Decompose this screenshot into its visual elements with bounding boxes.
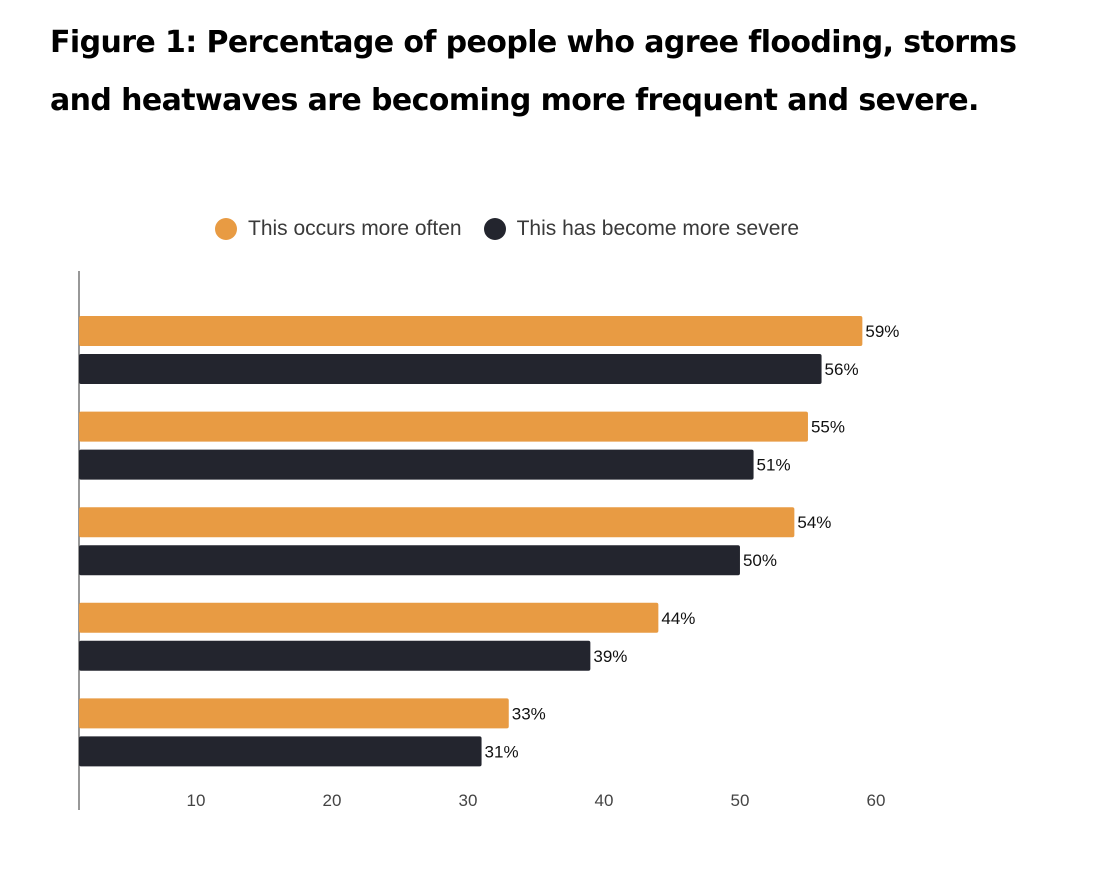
legend-swatch-orange-icon bbox=[215, 218, 237, 240]
data-label-series1-group1: 51% bbox=[757, 456, 791, 475]
legend-swatch-dark-icon bbox=[483, 218, 506, 240]
x-tick-label-30: 30 bbox=[458, 791, 477, 810]
legend-label-more-severe: This has become more severe bbox=[516, 217, 800, 240]
bar-series0-group2 bbox=[79, 507, 795, 538]
x-tick-label-10: 10 bbox=[186, 791, 205, 810]
data-label-series1-group2: 50% bbox=[743, 551, 777, 570]
bar-series0-group0 bbox=[79, 316, 863, 346]
data-label-series0-group0: 59% bbox=[865, 322, 899, 341]
chart-title: Figure 1: Percentage of people who agree… bbox=[50, 25, 1017, 118]
x-tick-label-50: 50 bbox=[730, 791, 749, 810]
bar-series0-group1 bbox=[79, 411, 808, 442]
data-label-series0-group3: 44% bbox=[661, 609, 695, 628]
legend-label-occurs-more-often: This occurs more often bbox=[248, 217, 462, 240]
data-label-series1-group3: 39% bbox=[593, 647, 627, 666]
legend-item-more-severe: This has become more severe bbox=[483, 217, 800, 241]
bar-series1-group0 bbox=[79, 354, 822, 384]
bar-series1-group2 bbox=[79, 545, 740, 576]
x-tick-label-20: 20 bbox=[322, 791, 341, 810]
data-label-series0-group2: 54% bbox=[797, 513, 831, 532]
bar-series1-group4 bbox=[79, 736, 482, 767]
bar-series0-group3 bbox=[79, 602, 659, 633]
data-label-series1-group4: 31% bbox=[485, 742, 519, 761]
data-label-series1-group0: 56% bbox=[825, 360, 859, 379]
data-label-series0-group1: 55% bbox=[811, 418, 845, 437]
bar-series1-group1 bbox=[79, 449, 754, 480]
data-label-series0-group4: 33% bbox=[512, 704, 546, 723]
bar-series1-group3 bbox=[79, 640, 591, 671]
chart-legend: This occurs more often This has become m… bbox=[215, 214, 821, 244]
x-tick-label-60: 60 bbox=[866, 791, 885, 810]
bar-series0-group4 bbox=[79, 698, 509, 729]
x-tick-label-40: 40 bbox=[594, 791, 613, 810]
legend-item-occurs-more-often: This occurs more often bbox=[215, 217, 462, 241]
